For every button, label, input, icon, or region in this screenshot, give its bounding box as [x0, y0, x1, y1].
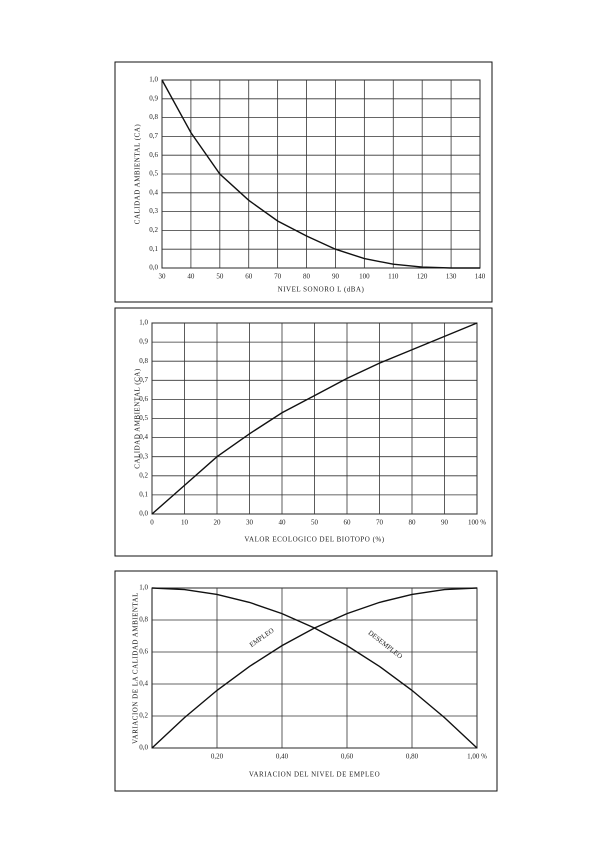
x-tick-label: 0,60	[341, 753, 354, 761]
x-tick-label: 70	[274, 273, 282, 281]
x-tick-label: 60	[245, 273, 253, 281]
x-axis-label: VARIACION DEL NIVEL DE EMPLEO	[249, 771, 380, 779]
x-tick-label: 1,00 %	[467, 753, 487, 761]
x-tick-label: 0,20	[211, 753, 224, 761]
y-tick-label: 0,1	[149, 245, 158, 253]
y-tick-label: 0,6	[139, 648, 148, 656]
x-tick-label: 0,80	[406, 753, 419, 761]
line	[151, 587, 478, 749]
chart-frame	[114, 570, 498, 792]
line	[161, 79, 480, 269]
y-tick-label: 0,0	[139, 510, 148, 518]
y-tick-label: 0,6	[149, 151, 158, 159]
x-tick-label: 80	[409, 519, 417, 527]
x-tick-label: 80	[303, 273, 311, 281]
line	[151, 322, 478, 515]
x-tick-label: 130	[446, 273, 457, 281]
x-tick-label: 0	[150, 519, 154, 527]
x-tick-label: 140	[475, 273, 486, 281]
chart: 0,0 0,1 0,2 0,3 0,4 0,5 0,6 0,7 0,8 0,9 1,0 30 40 50 6…	[114, 61, 493, 303]
y-tick-label: 0,2	[139, 471, 148, 479]
x-tick-label: 50	[311, 519, 319, 527]
y-tick-label: 0,9	[139, 338, 148, 346]
x-axis-label: NIVEL SONORO L (dBA)	[278, 286, 365, 294]
chart-frame	[114, 61, 493, 303]
chart: 0,0 0,2 0,4 0,6 0,8 1,0 0,20 0,40 0,60 0,80 1,00 %…	[114, 570, 498, 792]
x-tick-label: 100	[359, 273, 370, 281]
line	[151, 587, 478, 749]
y-tick-label: 0,2	[149, 226, 158, 234]
plot-frame	[151, 587, 478, 749]
y-tick-label: 0,8	[139, 616, 148, 624]
x-tick-label: 0,40	[276, 753, 289, 761]
y-tick-label: 0,3	[139, 452, 148, 460]
x-tick-label: 50	[216, 273, 224, 281]
x-tick-label: 30	[159, 273, 167, 281]
y-axis-label: VARIACION DE LA CALIDAD AMBIENTAL	[132, 592, 140, 744]
chart: 0,0 0,1 0,2 0,3 0,4 0,5 0,6 0,7 0,8 0,9 1,0 0 10 20 30…	[114, 307, 493, 557]
y-tick-label: 1,0	[149, 76, 158, 84]
x-tick-label: 10	[181, 519, 189, 527]
y-tick-label: 1,0	[139, 319, 148, 327]
x-tick-label: 110	[388, 273, 399, 281]
y-tick-label: 0,7	[149, 132, 158, 140]
y-tick-label: 0,6	[139, 395, 148, 403]
y-tick-label: 0,8	[139, 357, 148, 365]
y-tick-label: 0,4	[139, 680, 148, 688]
y-tick-label: 0,5	[139, 414, 148, 422]
x-tick-label: 70	[376, 519, 384, 527]
x-tick-label: 40	[187, 273, 195, 281]
y-tick-label: 0,0	[139, 744, 148, 752]
y-tick-label: 0,7	[139, 376, 148, 384]
x-axis-label: VALOR ECOLOGICO DEL BIOTOPO (%)	[244, 536, 384, 544]
x-tick-label: 40	[279, 519, 287, 527]
y-tick-label: 1,0	[139, 584, 148, 592]
y-axis-label: CALIDAD AMBIENTAL (CA)	[134, 124, 142, 225]
series-label: DESEMPLEO	[367, 629, 404, 661]
y-tick-label: 0,8	[149, 113, 158, 121]
chart-frame	[114, 307, 493, 557]
x-tick-label: 90	[441, 519, 449, 527]
y-tick-label: 0,4	[149, 188, 158, 196]
y-tick-label: 0,0	[149, 264, 158, 272]
y-tick-label: 0,9	[149, 94, 158, 102]
y-axis-label: CALIDAD AMBIENTAL (CA)	[134, 368, 142, 469]
x-tick-label: 60	[344, 519, 352, 527]
x-tick-label: 120	[417, 273, 428, 281]
y-tick-label: 0,3	[149, 207, 158, 215]
y-tick-label: 0,5	[149, 170, 158, 178]
series-label: EMPLEO	[248, 626, 276, 649]
x-tick-label: 30	[246, 519, 254, 527]
y-tick-label: 0,2	[139, 712, 148, 720]
x-tick-label: 100 %	[468, 519, 486, 527]
x-tick-label: 20	[214, 519, 222, 527]
y-tick-label: 0,1	[139, 491, 148, 499]
x-tick-label: 90	[332, 273, 340, 281]
y-tick-label: 0,4	[139, 433, 148, 441]
